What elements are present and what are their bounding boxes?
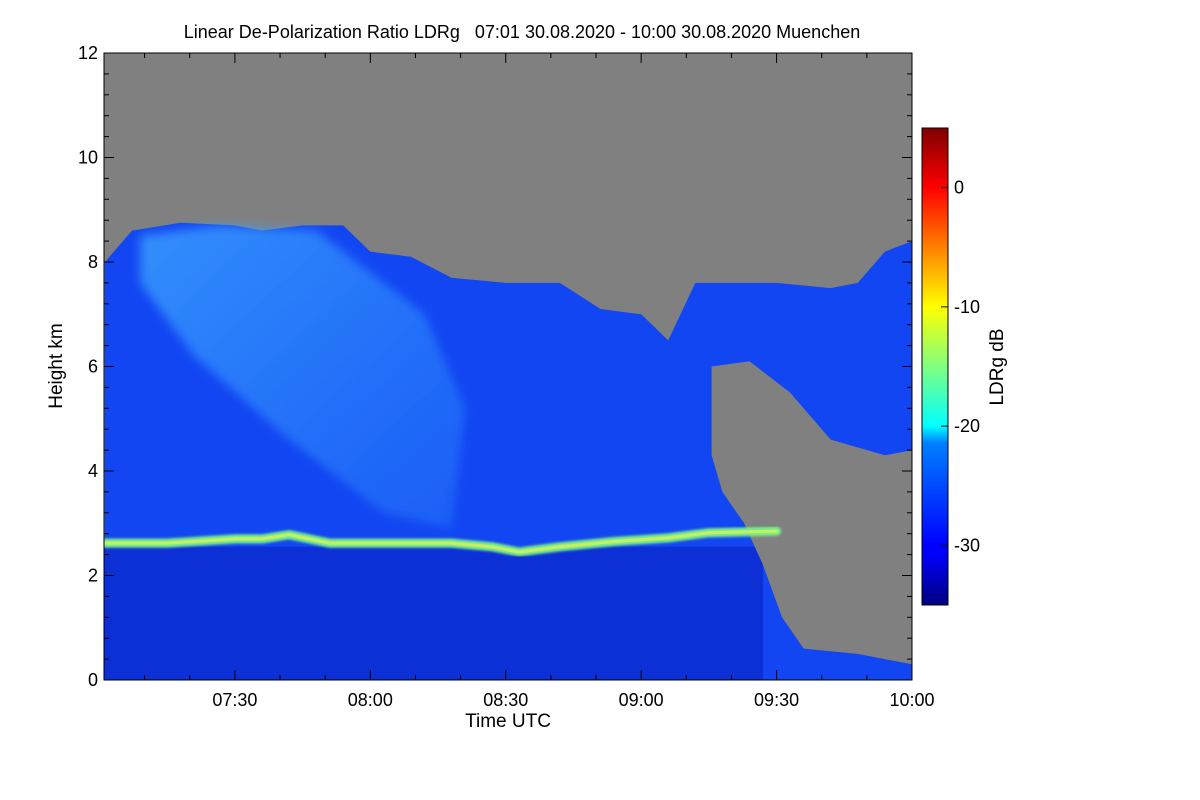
x-axis-label: Time UTC: [465, 711, 551, 732]
plot-area: [104, 53, 912, 680]
y-axis: 0 2 4 6 8 10 12: [78, 43, 912, 690]
ice-fallstreak: [140, 225, 466, 529]
chart-title: Linear De-Polarization Ratio LDRg 07:01 …: [184, 22, 860, 42]
y-tick-label: 0: [88, 670, 98, 690]
y-axis-label: Height km: [46, 323, 67, 409]
y-tick-label: 12: [78, 43, 98, 63]
x-tick-label: 10:00: [889, 690, 934, 710]
colorbar-ticks: 0 -10 -20 -30: [941, 178, 980, 555]
colorbar-tick-label: -20: [954, 416, 980, 436]
melting-layer-core: [104, 529, 779, 554]
colorbar-tick-label: -10: [954, 297, 980, 317]
y-tick-label: 4: [88, 461, 98, 481]
x-tick-label: 08:00: [348, 690, 393, 710]
colorbar-tick-label: 0: [954, 178, 964, 198]
x-tick-label: 09:00: [619, 690, 664, 710]
colorbar-tick-label: -30: [954, 535, 980, 555]
x-tick-label: 09:30: [754, 690, 799, 710]
no-data-gap: [711, 361, 912, 665]
x-tick-label: 08:30: [483, 690, 528, 710]
y-tick-label: 2: [88, 566, 98, 586]
y-tick-label: 10: [78, 148, 98, 168]
x-tick-label: 07:30: [212, 690, 257, 710]
colorbar-label: LDRg dB: [987, 328, 1008, 405]
y-tick-label: 8: [88, 252, 98, 272]
y-tick-label: 6: [88, 357, 98, 377]
x-axis: 07:30 08:00 08:30 09:00 09:30 10:00: [144, 53, 935, 710]
sub-cloud-layer: [104, 546, 764, 680]
colorbar: [921, 127, 949, 606]
